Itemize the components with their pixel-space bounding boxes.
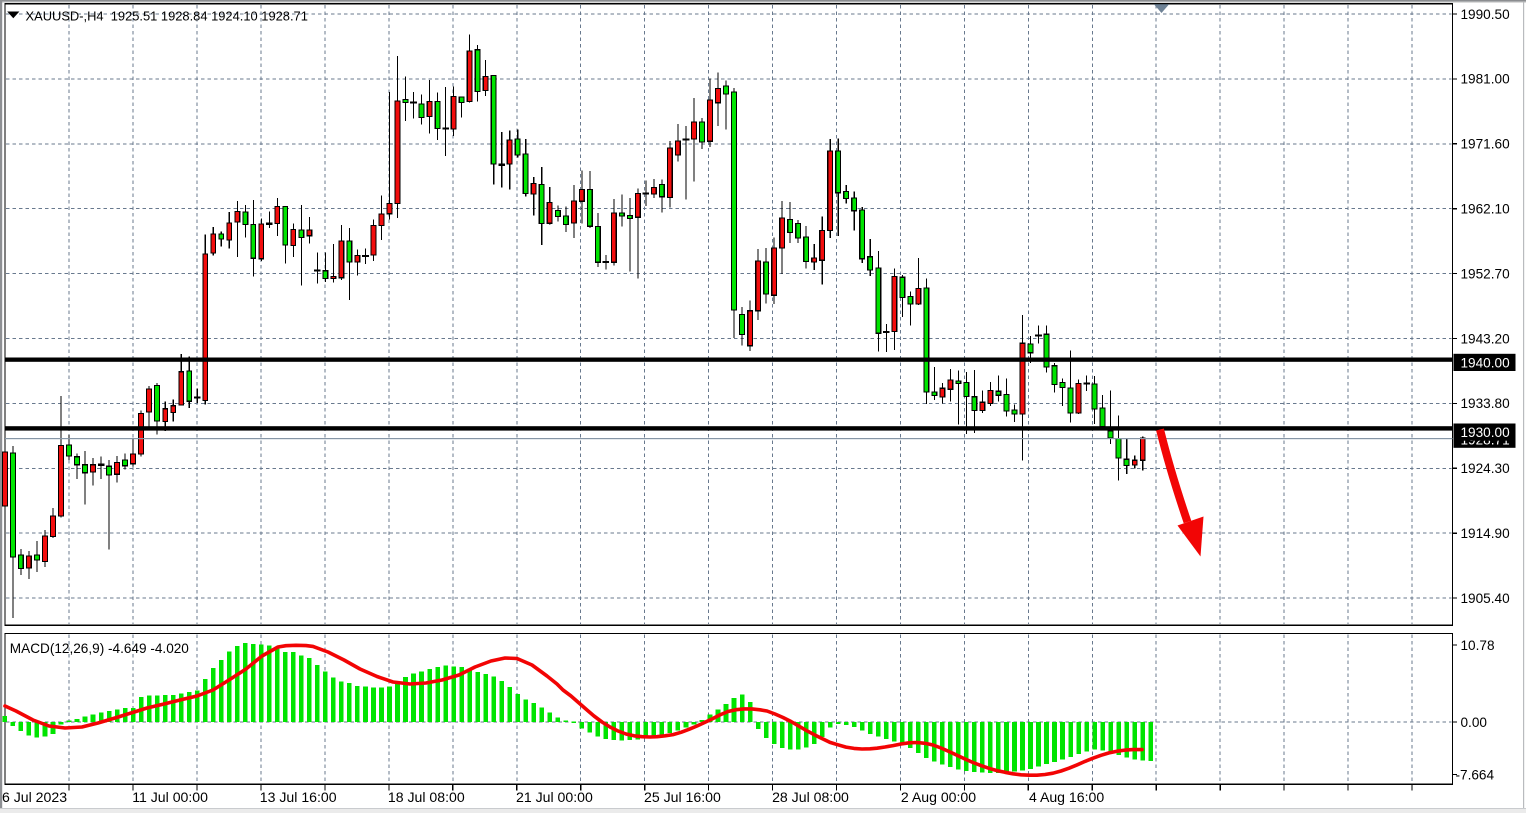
svg-text:6 Jul 2023: 6 Jul 2023 [2, 789, 67, 805]
svg-text:-7.664: -7.664 [1456, 767, 1495, 782]
svg-text:1952.70: 1952.70 [1461, 266, 1511, 281]
svg-text:1943.20: 1943.20 [1461, 331, 1511, 346]
svg-text:1933.80: 1933.80 [1461, 396, 1511, 411]
svg-text:28 Jul 08:00: 28 Jul 08:00 [772, 789, 849, 805]
svg-text:11 Jul 00:00: 11 Jul 00:00 [132, 789, 208, 805]
svg-text:18 Jul 08:00: 18 Jul 08:00 [388, 789, 465, 805]
svg-text:1924.30: 1924.30 [1461, 461, 1511, 476]
svg-text:1962.10: 1962.10 [1461, 202, 1511, 217]
svg-text:1914.90: 1914.90 [1461, 526, 1511, 541]
svg-text:1990.50: 1990.50 [1461, 7, 1511, 22]
svg-text:2 Aug 00:00: 2 Aug 00:00 [901, 789, 976, 805]
svg-text:13 Jul 16:00: 13 Jul 16:00 [260, 789, 337, 805]
svg-text:25 Jul 16:00: 25 Jul 16:00 [644, 789, 721, 805]
svg-text:21 Jul 00:00: 21 Jul 00:00 [516, 789, 593, 805]
svg-text:1971.60: 1971.60 [1461, 137, 1511, 152]
svg-text:1905.40: 1905.40 [1461, 591, 1511, 606]
svg-text:4 Aug 16:00: 4 Aug 16:00 [1029, 789, 1104, 805]
svg-text:0.00: 0.00 [1461, 715, 1488, 730]
svg-text:1930.00: 1930.00 [1461, 425, 1511, 440]
svg-text:1981.00: 1981.00 [1461, 72, 1511, 87]
svg-text:10.78: 10.78 [1461, 638, 1495, 653]
svg-text:MACD(12,26,9) -4.649 -4.020: MACD(12,26,9) -4.649 -4.020 [10, 641, 190, 656]
svg-text:1940.00: 1940.00 [1461, 355, 1511, 370]
svg-text:XAUUSD-,H4 1925.51 1928.84 19: XAUUSD-,H4 1925.51 1928.84 1924.10 1928.… [26, 8, 308, 23]
